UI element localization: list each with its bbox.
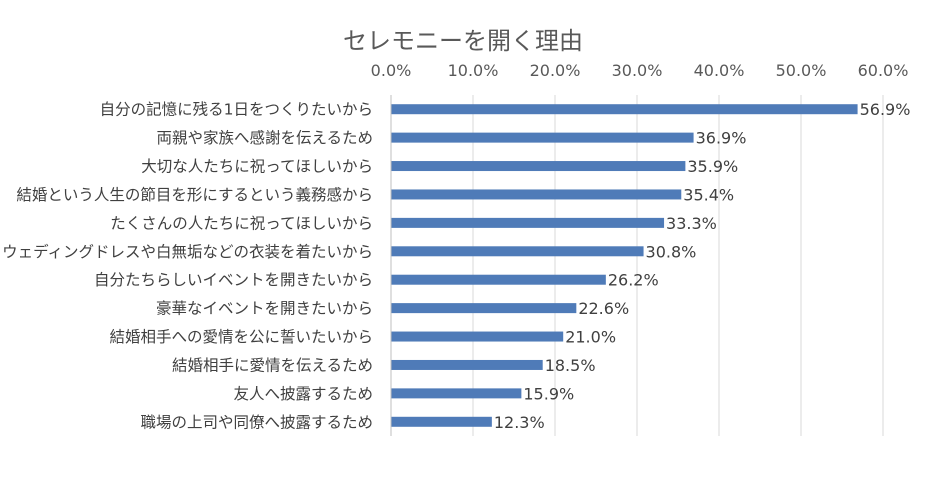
bar <box>391 132 694 143</box>
bar <box>391 388 522 399</box>
data-label: 35.9% <box>687 157 738 176</box>
data-label: 18.5% <box>545 356 596 375</box>
category-label: ウェディングドレスや白無垢などの衣装を着たいから <box>2 242 373 261</box>
data-label: 30.8% <box>646 242 697 261</box>
bar <box>391 416 492 427</box>
category-label: 職場の上司や同僚へ披露するため <box>140 413 373 431</box>
data-label: 15.9% <box>523 384 574 403</box>
category-label: 両親や家族へ感謝を伝えるため <box>156 129 373 147</box>
bar <box>391 274 606 285</box>
data-label: 26.2% <box>608 271 659 290</box>
data-label: 21.0% <box>565 328 616 347</box>
gridlines <box>472 95 884 436</box>
bar <box>391 359 543 370</box>
data-labels: 56.9% 36.9% 35.9% 35.4% 33.3% 30.8% 26.2% 22.6%… <box>494 100 911 432</box>
data-label: 33.3% <box>666 214 717 233</box>
x-tick-label: 10.0% <box>448 61 499 80</box>
category-label: 友人へ披露するため <box>233 385 373 403</box>
bars <box>391 104 858 427</box>
category-label: 大切な人たちに祝ってほしいから <box>141 158 373 176</box>
data-label: 22.6% <box>578 299 629 318</box>
x-tick-label: 20.0% <box>530 61 581 80</box>
data-label: 12.3% <box>494 413 545 432</box>
bar <box>391 331 564 342</box>
category-label: 自分たちらしいイベントを開きたいから <box>94 271 373 289</box>
x-tick-label: 0.0% <box>371 61 412 80</box>
bar <box>391 246 644 257</box>
category-label: 結婚という人生の節目を形にするという義務感から <box>16 186 373 204</box>
data-label: 35.4% <box>683 185 734 204</box>
bar <box>391 189 682 200</box>
category-labels: 自分の記憶に残る1日をつくりたいから両親や家族へ感謝を伝えるため大切な人たちに祝… <box>2 101 373 432</box>
category-label: 豪華なイベントを開きたいから <box>156 299 373 318</box>
chart-title: セレモニーを開く理由 <box>343 27 583 55</box>
x-tick-label: 60.0% <box>858 61 909 80</box>
category-label: 自分の記憶に残る1日をつくりたいから <box>100 101 373 119</box>
x-tick-label: 40.0% <box>694 61 745 80</box>
x-tick-label: 50.0% <box>776 61 827 80</box>
x-tick-labels: 0.0% 10.0% 20.0% 30.0% 40.0% 50.0% 60.0% <box>371 61 909 80</box>
bar <box>391 217 665 228</box>
bar <box>391 161 686 172</box>
bar <box>391 104 858 115</box>
bar <box>391 303 577 314</box>
category-label: 結婚相手への愛情を公に誓いたいから <box>109 328 373 346</box>
data-label: 56.9% <box>860 100 911 119</box>
x-tick-label: 30.0% <box>612 61 663 80</box>
data-label: 36.9% <box>696 129 747 148</box>
category-label: たくさんの人たちに祝ってほしいから <box>110 214 373 232</box>
category-label: 結婚相手に愛情を伝えるため <box>172 356 373 374</box>
